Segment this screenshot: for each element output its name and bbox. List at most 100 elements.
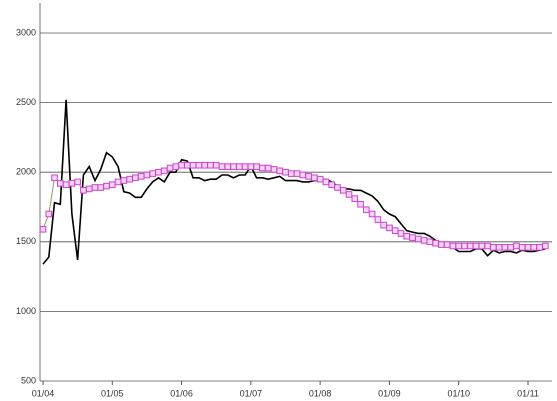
marker	[513, 242, 520, 250]
marker	[391, 227, 399, 234]
y-tick-label: 1000	[16, 306, 36, 316]
marker	[241, 163, 249, 170]
marker	[524, 244, 532, 251]
marker	[403, 232, 411, 240]
marker	[536, 244, 543, 251]
marker	[247, 163, 255, 170]
marker	[316, 175, 324, 183]
marker	[97, 184, 105, 191]
marker	[501, 244, 509, 251]
marker	[166, 164, 174, 172]
x-tick-label: 01/08	[309, 388, 332, 398]
marker	[143, 171, 151, 179]
marker	[74, 178, 81, 186]
marker	[438, 241, 445, 248]
marker	[120, 177, 128, 184]
marker	[108, 181, 116, 189]
marker	[420, 237, 428, 244]
marker	[282, 168, 289, 176]
marker	[68, 180, 76, 187]
marker	[542, 242, 549, 250]
marker	[287, 170, 295, 177]
x-tick-label: 01/04	[32, 388, 55, 398]
marker	[91, 184, 99, 191]
marker	[461, 242, 468, 250]
marker	[386, 224, 393, 232]
marker	[85, 185, 93, 193]
marker	[103, 182, 110, 190]
marker	[189, 161, 197, 169]
marker	[293, 170, 301, 177]
marker	[490, 244, 497, 251]
marker	[374, 216, 382, 223]
marker	[478, 242, 486, 250]
marker	[339, 186, 347, 194]
marker	[507, 244, 514, 251]
marker	[368, 210, 376, 218]
marker	[57, 180, 64, 187]
marker	[126, 175, 133, 183]
marker	[345, 191, 353, 198]
marker	[132, 174, 139, 182]
marker	[466, 242, 474, 250]
marker	[328, 181, 335, 189]
marker	[322, 178, 330, 186]
marker	[311, 174, 318, 182]
marker	[114, 178, 122, 186]
marker	[409, 234, 416, 241]
marker	[432, 239, 439, 247]
marker	[414, 235, 422, 243]
marker	[195, 161, 203, 169]
y-tick-label: 1500	[16, 236, 36, 246]
marker	[62, 181, 70, 189]
marker	[184, 161, 191, 169]
marker	[224, 163, 232, 170]
marker	[80, 186, 87, 194]
marker	[495, 244, 503, 251]
x-tick-label: 01/07	[240, 388, 263, 398]
marker	[270, 166, 278, 173]
marker	[380, 221, 387, 229]
marker	[201, 161, 208, 169]
y-tick-label: 3000	[16, 27, 36, 37]
marker	[351, 195, 359, 202]
marker	[137, 173, 145, 180]
marker	[484, 242, 491, 250]
marker	[299, 171, 307, 179]
x-tick-label: 01/10	[447, 388, 470, 398]
marker	[264, 164, 272, 172]
marker	[530, 244, 538, 251]
marker	[443, 241, 451, 248]
marker	[51, 174, 58, 182]
series-line	[42, 99, 546, 265]
y-tick-label: 2000	[16, 167, 36, 177]
marker	[449, 242, 457, 250]
marker	[357, 200, 364, 208]
marker	[149, 170, 157, 177]
marker	[253, 163, 260, 170]
marker	[276, 167, 284, 175]
marker	[259, 164, 266, 172]
marker	[178, 161, 185, 169]
x-tick-label: 01/06	[170, 388, 193, 398]
marker	[172, 163, 180, 170]
marker	[334, 184, 341, 191]
x-tick-label: 01/11	[517, 388, 539, 398]
marker	[236, 163, 243, 170]
marker	[426, 238, 434, 246]
marker	[218, 163, 226, 170]
marker	[363, 206, 370, 214]
y-tick-label: 2500	[16, 97, 36, 107]
marker	[455, 242, 463, 250]
marker	[397, 230, 405, 237]
marker	[155, 168, 162, 176]
marker	[472, 242, 480, 250]
series-line	[42, 164, 546, 248]
x-tick-label: 01/05	[101, 388, 124, 398]
y-tick-label: 500	[21, 375, 36, 385]
marker	[39, 225, 47, 233]
marker	[45, 210, 53, 218]
marker	[160, 167, 168, 175]
marker	[305, 173, 312, 180]
